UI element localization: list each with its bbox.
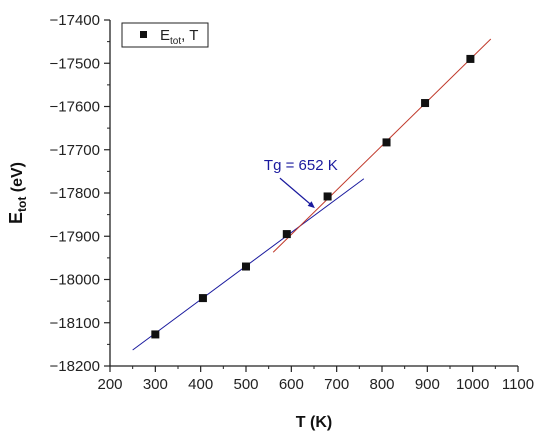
x-tick-label: 1000	[456, 376, 489, 393]
fit-line	[272, 38, 492, 253]
legend-label: Etot, T	[160, 27, 198, 47]
y-tick-label: −17400	[50, 12, 100, 29]
y-tick-label: −18100	[50, 315, 100, 332]
x-axis-label: T (K)	[296, 414, 332, 431]
fit-lines	[132, 38, 492, 351]
data-point	[242, 262, 250, 271]
annotation-arrowhead	[307, 201, 315, 209]
y-axis-label: Etot (eV)	[6, 162, 29, 224]
legend-label-rest: , T	[181, 27, 198, 44]
x-ticks: 200 300 400 500 600 700 800 900 1000 1100	[97, 366, 534, 393]
x-tick-label: 1100	[502, 376, 534, 393]
x-tick-label: 300	[143, 376, 168, 393]
legend-box	[121, 22, 209, 48]
data-point	[323, 192, 332, 201]
data-point	[466, 54, 475, 63]
legend-label-main: E	[160, 27, 170, 44]
annotation: Tg = 652 K	[264, 157, 338, 209]
y-tick-label: −18200	[50, 358, 100, 375]
y-axis-label-rest: (eV)	[9, 162, 26, 197]
y-axis-label-sub: tot	[15, 197, 29, 212]
y-tick-label: −17900	[50, 228, 100, 245]
legend-marker	[140, 31, 147, 38]
y-tick-label: −17700	[50, 142, 100, 159]
x-tick-label: 600	[279, 376, 304, 393]
annotation-text: Tg = 652 K	[264, 157, 338, 174]
data-points	[151, 54, 475, 339]
data-point	[382, 138, 391, 147]
data-point	[198, 294, 207, 303]
x-tick-label: 400	[188, 376, 213, 393]
y-axis-label-main: E	[6, 212, 26, 224]
y-tick-label: −17500	[50, 55, 100, 72]
x-tick-label: 700	[324, 376, 349, 393]
data-point	[282, 230, 291, 239]
x-tick-label: 500	[233, 376, 258, 393]
data-point	[151, 330, 160, 339]
y-tick-label: −17800	[50, 185, 100, 202]
x-tick-label: 900	[415, 376, 440, 393]
data-point	[421, 99, 430, 108]
x-tick-label: 200	[97, 376, 122, 393]
y-ticks: −17400 −17500 −17600 −17700 −17800 −17900 −180…	[50, 12, 110, 375]
legend: Etot, T	[121, 22, 209, 48]
y-tick-label: −17600	[50, 99, 100, 116]
annotation-arrow	[279, 177, 312, 206]
y-tick-label: −18000	[50, 272, 100, 289]
x-tick-label: 800	[369, 376, 394, 393]
legend-label-sub: tot	[170, 36, 181, 47]
